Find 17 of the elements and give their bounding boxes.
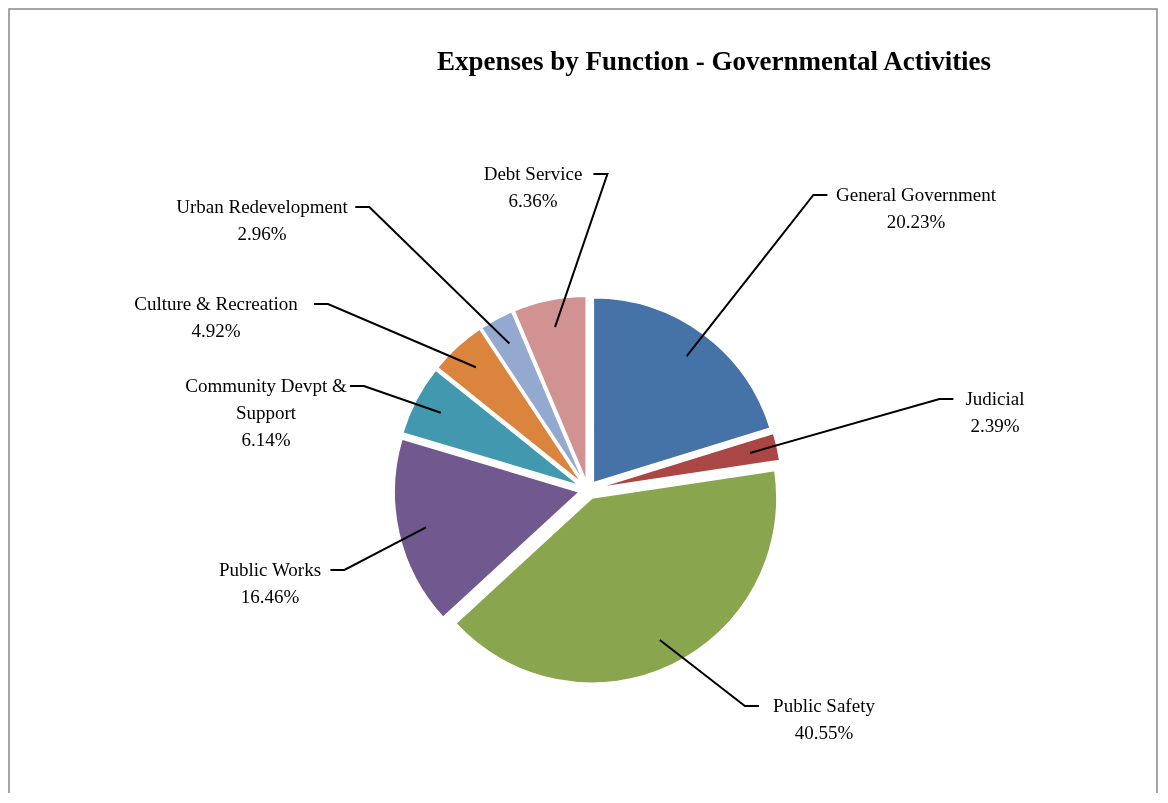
slice-label: Debt Service — [483, 163, 583, 184]
slice-label: Culture & Recreation — [134, 293, 299, 314]
chart-title: Expenses by Function - Governmental Activities — [436, 46, 992, 76]
data-label: 6.36% — [508, 190, 558, 211]
data-label: 4.92% — [191, 320, 241, 341]
slice-label: Urban Redevelopment — [176, 196, 349, 217]
slice-label: Community Devpt & Support — [185, 375, 347, 423]
data-label: 20.23% — [886, 211, 946, 232]
slice-label: Public Safety — [773, 695, 876, 716]
data-label: 16.46% — [240, 586, 300, 607]
data-label: 2.39% — [970, 415, 1020, 436]
slice-label: Judicial — [965, 388, 1025, 409]
data-label: 6.14% — [241, 429, 291, 450]
slice-label: Public Works — [218, 559, 322, 580]
data-label: 40.55% — [794, 722, 854, 743]
slice-label: General Government — [836, 184, 997, 205]
data-label: 2.96% — [237, 223, 287, 244]
